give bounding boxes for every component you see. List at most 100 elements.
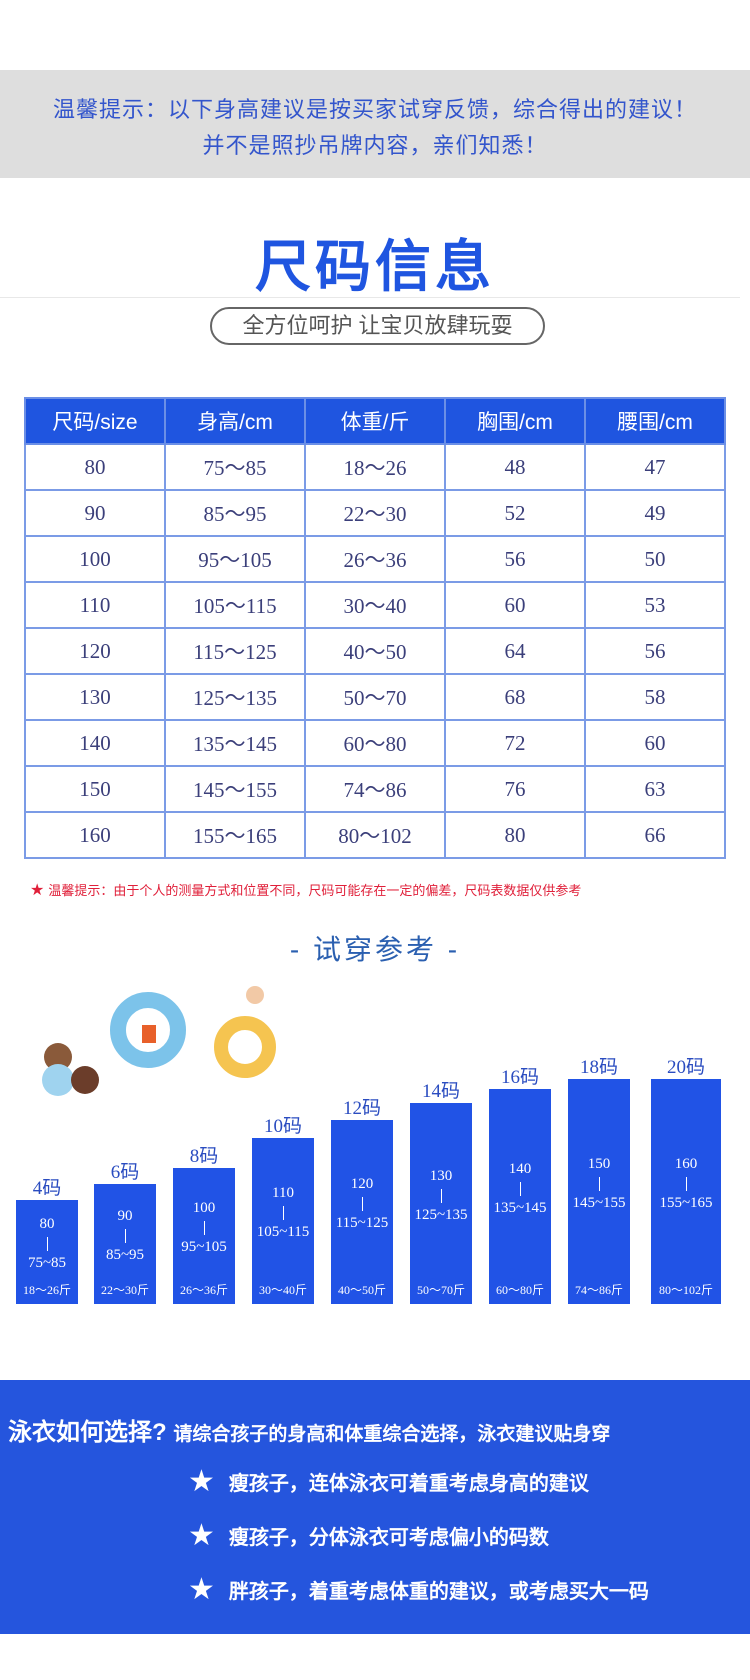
table-row: 90 85～95 22～30 52 49 — [24, 489, 726, 537]
table-cell: 26～36 — [304, 535, 446, 583]
swimsuit-guide: 泳衣如何选择? 请综合孩子的身高和体重综合选择，泳衣建议贴身穿 ★ 瘦孩子，连体泳… — [0, 1380, 750, 1634]
bar-height-range: 155~165 — [659, 1194, 713, 1211]
column-header: 尺码/size — [24, 397, 166, 445]
bar-height-range: 135~145 — [493, 1199, 547, 1216]
table-cell: 85～95 — [164, 489, 306, 537]
table-row: 140 135～145 60～80 72 60 — [24, 719, 726, 767]
table-cell: 30～40 — [304, 581, 446, 629]
bar-content: 110 105~115 — [257, 1138, 310, 1280]
guide-item-text: 瘦孩子，连体泳衣可着重考虑身高的建议 — [228, 1473, 589, 1495]
bar-content: 100 95~105 — [181, 1168, 227, 1280]
table-cell: 47 — [584, 443, 726, 491]
table-row: 160 155～165 80～102 80 66 — [24, 811, 726, 859]
table-cell: 80～102 — [304, 811, 446, 859]
separator — [282, 1206, 284, 1220]
column-header: 腰围/cm — [584, 397, 726, 445]
table-cell: 90 — [24, 489, 166, 537]
guide-item: ★ 瘦孩子，连体泳衣可着重考虑身高的建议 — [188, 1464, 589, 1499]
separator — [361, 1197, 363, 1211]
table-cell: 100 — [24, 535, 166, 583]
measurement-note: ★ 温馨提示：由于个人的测量方式和位置不同，尺码可能存在一定的偏差，尺码表数据仅供… — [30, 880, 581, 900]
bar-height-range: 95~105 — [181, 1239, 227, 1255]
teddy-bear-icon — [42, 1043, 99, 1096]
bar-size: 90 — [117, 1208, 133, 1224]
table-cell: 64 — [444, 627, 586, 675]
fit-bar: 110 105~115 30～40斤 — [252, 1138, 314, 1304]
slogan-pill: 全方位呵护 让宝贝放肆玩耍 — [210, 307, 545, 345]
separator — [46, 1237, 48, 1251]
table-cell: 75～85 — [164, 443, 306, 491]
table-cell: 110 — [24, 581, 166, 629]
fit-bar: 80 75~85 18～26斤 — [16, 1200, 78, 1304]
bar-size-label: 6码 — [110, 1162, 140, 1183]
table-cell: 150 — [24, 765, 166, 813]
table-cell: 49 — [584, 489, 726, 537]
star-icon: ★ — [188, 1465, 215, 1498]
fit-bar: 140 135~145 60～80斤 — [489, 1089, 551, 1304]
swim-ring-icon — [110, 992, 186, 1068]
table-cell: 105～115 — [164, 581, 306, 629]
bar-weight-range: 40～50斤 — [337, 1283, 386, 1297]
guide-item: ★ 胖孩子，着重考虑体重的建议，或考虑买大一码 — [188, 1572, 649, 1607]
table-cell: 160 — [24, 811, 166, 859]
bar-weight-range: 50～70斤 — [416, 1283, 465, 1297]
table-row: 80 75～85 18～26 48 47 — [24, 443, 726, 491]
table-cell: 66 — [584, 811, 726, 859]
bar-height-range: 75~85 — [27, 1255, 67, 1271]
bar-size: 160 — [674, 1155, 698, 1172]
star-icon: ★ — [188, 1573, 215, 1606]
table-cell: 50～70 — [304, 673, 446, 721]
table-cell: 115～125 — [164, 627, 306, 675]
table-cell: 50 — [584, 535, 726, 583]
bar-weight-range: 22～30斤 — [100, 1283, 149, 1297]
table-cell: 58 — [584, 673, 726, 721]
bar-size: 140 — [508, 1160, 532, 1177]
separator — [203, 1221, 205, 1235]
fit-bar: 150 145~155 74～86斤 — [568, 1079, 630, 1304]
table-cell: 74～86 — [304, 765, 446, 813]
fit-bar: 120 115~125 40～50斤 — [331, 1120, 393, 1304]
guide-item: ★ 瘦孩子，分体泳衣可考虑偏小的码数 — [188, 1518, 549, 1553]
table-cell: 60 — [584, 719, 726, 767]
bar-size: 80 — [39, 1216, 55, 1232]
guide-item-text: 瘦孩子，分体泳衣可考虑偏小的码数 — [228, 1527, 549, 1549]
bar-content: 80 75~85 — [28, 1200, 66, 1280]
column-header: 体重/斤 — [304, 397, 446, 445]
bar-size: 150 — [587, 1155, 611, 1172]
bar-size-label: 12码 — [342, 1098, 381, 1119]
bar-size: 130 — [429, 1167, 453, 1184]
table-cell: 22～30 — [304, 489, 446, 537]
guide-item-text: 胖孩子，着重考虑体重的建议，或考虑买大一码 — [228, 1581, 649, 1603]
table-cell: 120 — [24, 627, 166, 675]
fit-bar: 100 95~105 26～36斤 — [173, 1168, 235, 1304]
table-cell: 80 — [444, 811, 586, 859]
separator — [124, 1229, 126, 1243]
bar-size-label: 18码 — [579, 1057, 618, 1078]
separator — [598, 1176, 600, 1191]
table-row: 120 115～125 40～50 64 56 — [24, 627, 726, 675]
table-cell: 53 — [584, 581, 726, 629]
bar-weight-range: 26～36斤 — [179, 1283, 228, 1297]
table-cell: 155～165 — [164, 811, 306, 859]
bar-weight-range: 80～102斤 — [658, 1283, 713, 1297]
kids-illustration — [42, 986, 276, 1096]
table-cell: 140 — [24, 719, 166, 767]
tip-line-2: 并不是照抄吊牌内容，亲们知悉！ — [202, 133, 548, 158]
star-icon: ★ — [188, 1519, 215, 1552]
column-header: 身高/cm — [164, 397, 306, 445]
bar-weight-range: 60～80斤 — [495, 1283, 544, 1297]
separator — [440, 1188, 442, 1203]
bar-size: 120 — [350, 1176, 374, 1192]
table-cell: 95～105 — [164, 535, 306, 583]
guide-subtitle: 请综合孩子的身高和体重综合选择，泳衣建议贴身穿 — [173, 1424, 611, 1445]
fit-bar: 130 125~135 50～70斤 — [410, 1103, 472, 1304]
table-row: 110 105～115 30～40 60 53 — [24, 581, 726, 629]
table-cell: 60 — [444, 581, 586, 629]
table-cell: 72 — [444, 719, 586, 767]
bar-height-range: 105~115 — [256, 1224, 310, 1240]
size-table: 尺码/size 身高/cm 体重/斤 胸围/cm 腰围/cm 80 75～85 18～26 4… — [24, 397, 726, 859]
bar-size: 110 — [272, 1185, 294, 1201]
table-cell: 56 — [584, 627, 726, 675]
divider — [0, 297, 740, 298]
table-cell: 135～145 — [164, 719, 306, 767]
